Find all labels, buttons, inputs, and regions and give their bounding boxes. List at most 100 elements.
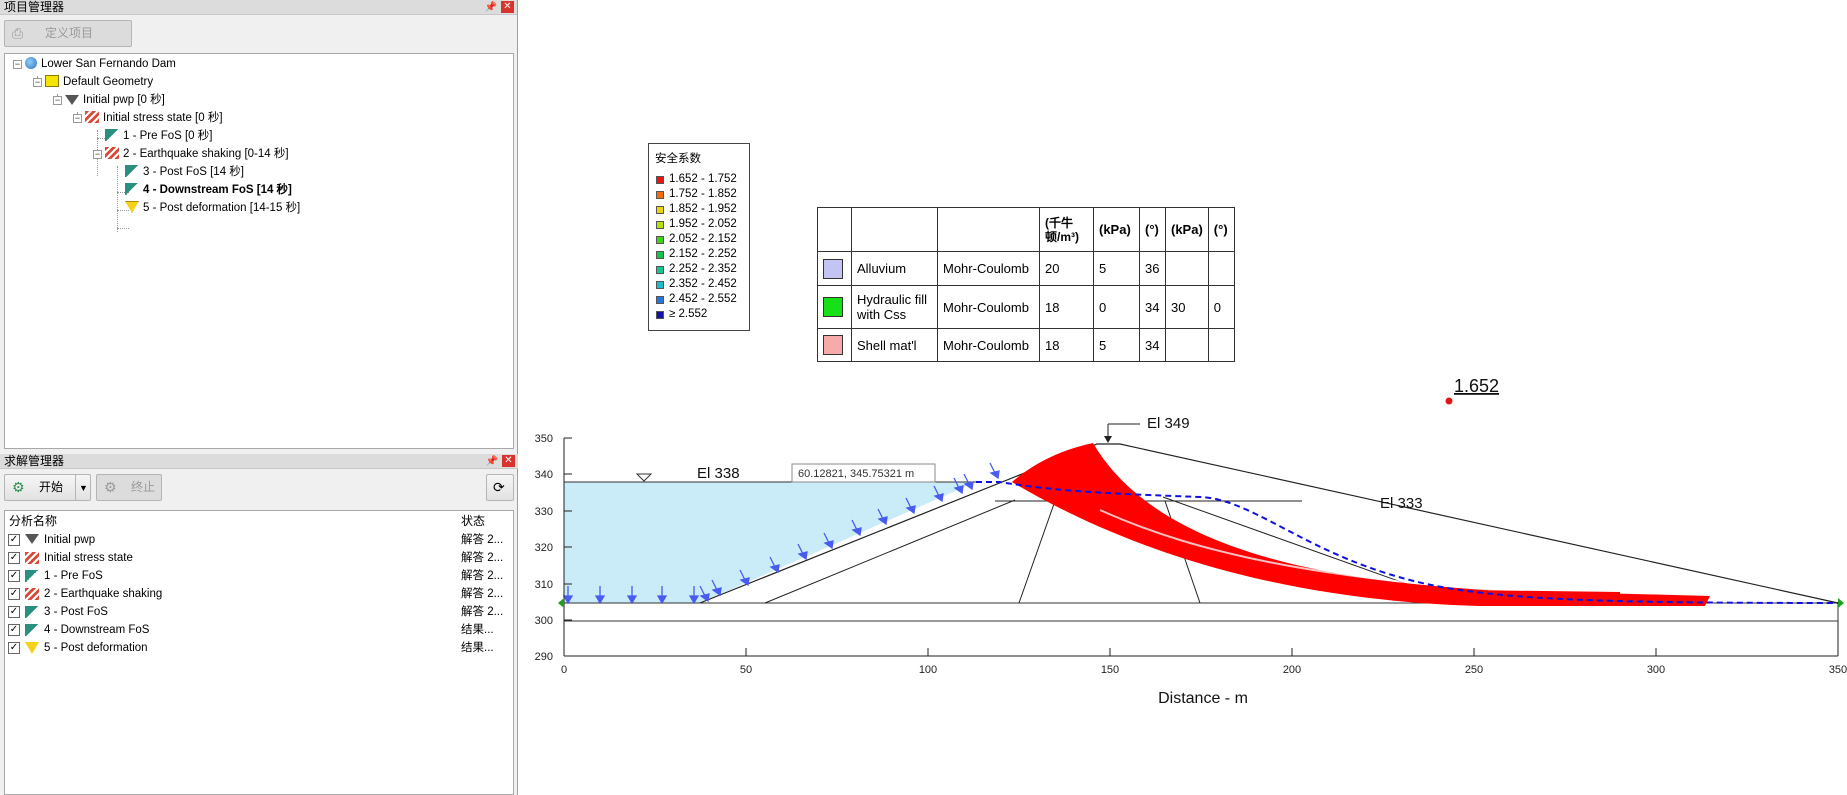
- analysis-row[interactable]: ✓ Initial stress state 解答 2...: [5, 549, 513, 567]
- stop-button[interactable]: ⚙ 终止: [96, 474, 162, 501]
- y-tick-label: 350: [535, 433, 553, 445]
- analysis-name: 3 - Post FoS: [44, 606, 108, 618]
- tree-line: [117, 166, 118, 232]
- reservoir: [564, 482, 976, 603]
- legend-swatch: [656, 251, 664, 259]
- x-tick-label: 50: [740, 664, 752, 676]
- x-tick-label: 250: [1465, 664, 1483, 676]
- tree-item-initial-pwp[interactable]: Initial pwp [0 秒]: [65, 91, 165, 109]
- el-349-arrow: [1104, 436, 1112, 443]
- analysis-status: 解答 2...: [461, 588, 504, 600]
- tree-item-earthquake[interactable]: 2 - Earthquake shaking [0-14 秒]: [105, 145, 289, 163]
- column-header-name[interactable]: 分析名称: [9, 514, 58, 528]
- checkbox[interactable]: ✓: [8, 570, 20, 582]
- collapse-toggle[interactable]: −: [13, 59, 22, 69]
- tree-item-label: 4 - Downstream FoS [14 秒]: [143, 184, 292, 196]
- x-tick-label: 150: [1101, 664, 1119, 676]
- analysis-row[interactable]: ✓ 3 - Post FoS 解答 2...: [5, 603, 513, 621]
- deformation-icon: [25, 642, 39, 654]
- pin-icon[interactable]: 📌: [485, 456, 498, 467]
- project-manager-title-text: 项目管理器: [4, 0, 65, 14]
- fos-legend[interactable]: 安全系数 1.652 - 1.752 1.752 - 1.852 1.852 -…: [648, 143, 750, 331]
- globe-icon: [25, 57, 37, 69]
- legend-item: ≥ 2.552: [655, 307, 743, 322]
- start-dropdown[interactable]: ▼: [75, 474, 91, 501]
- materials-header-row: (千牛顿/m³) (kPa) (°) (kPa) (°): [817, 207, 1235, 252]
- legend-item-label: 2.152 - 2.252: [669, 248, 737, 260]
- legend-item-label: 2.452 - 2.552: [669, 293, 737, 305]
- refresh-button[interactable]: ⟳: [486, 474, 514, 501]
- slope-analysis-icon: [25, 624, 39, 636]
- analysis-name: 5 - Post deformation: [44, 642, 148, 654]
- legend-item: 2.152 - 2.252: [655, 247, 743, 262]
- project-tree: − Lower San Fernando Dam − Default Geome…: [4, 53, 514, 449]
- legend-title: 安全系数: [655, 153, 701, 165]
- fos-value-label[interactable]: 1.652: [1454, 376, 1499, 396]
- tree-item-label: 2 - Earthquake shaking [0-14 秒]: [123, 148, 289, 160]
- analysis-row[interactable]: ✓ 2 - Earthquake shaking 解答 2...: [5, 585, 513, 603]
- analysis-row[interactable]: ✓ 5 - Post deformation 结果...: [5, 639, 513, 657]
- analysis-row[interactable]: ✓ Initial pwp 解答 2...: [5, 531, 513, 549]
- tree-item-post-deformation[interactable]: 5 - Post deformation [14-15 秒]: [125, 199, 300, 217]
- tree-item-label: Default Geometry: [63, 76, 154, 88]
- collapse-toggle[interactable]: −: [33, 77, 42, 87]
- y-tick-label: 340: [535, 469, 553, 481]
- analysis-name: 2 - Earthquake shaking: [44, 588, 163, 600]
- solve-manager-title: 求解管理器 📌 ✕: [0, 454, 518, 469]
- analysis-list-header: 分析名称 状态: [5, 511, 513, 531]
- stop-label: 终止: [131, 480, 156, 494]
- materials-table[interactable]: (千牛顿/m³) (kPa) (°) (kPa) (°) Alluvium Mo…: [817, 207, 1235, 362]
- material-value: 18: [1039, 285, 1094, 329]
- dam-cross-section[interactable]: 350 340 330 320 310 300 290 0 50 100 150…: [522, 0, 1847, 795]
- x-axis-ticks: [745, 648, 1657, 656]
- coordinate-tooltip: [791, 463, 936, 483]
- slip-center-point[interactable]: [1445, 397, 1453, 405]
- header-cell: (kPa): [1093, 207, 1140, 252]
- pin-icon[interactable]: 📌: [484, 2, 497, 13]
- tree-item-initial-stress[interactable]: Initial stress state [0 秒]: [85, 109, 223, 127]
- water-level-marker: [635, 473, 653, 482]
- y-tick-label: 330: [535, 506, 553, 518]
- material-swatch: [823, 258, 843, 279]
- el-338-label: El 338: [697, 465, 740, 482]
- tree-item-label: Lower San Fernando Dam: [41, 58, 176, 70]
- start-button[interactable]: ⚙ 开始: [4, 474, 78, 501]
- stop-icon: ⚙: [104, 479, 117, 495]
- checkbox[interactable]: ✓: [8, 588, 20, 600]
- tree-item-project[interactable]: Lower San Fernando Dam: [25, 55, 176, 73]
- checkbox[interactable]: ✓: [8, 534, 20, 546]
- critical-slip-band: [1012, 443, 1710, 606]
- tree-item-geometry[interactable]: Default Geometry: [45, 73, 153, 91]
- collapse-toggle[interactable]: −: [73, 113, 82, 123]
- slope-analysis-icon: [125, 165, 139, 177]
- x-axis-labels: 0 50 100 150 200 250 300 350: [561, 664, 1847, 676]
- collapse-toggle[interactable]: −: [93, 149, 102, 159]
- analysis-row[interactable]: ✓ 1 - Pre FoS 解答 2...: [5, 567, 513, 585]
- analysis-row[interactable]: ✓ 4 - Downstream FoS 结果...: [5, 621, 513, 639]
- analysis-status: 解答 2...: [461, 606, 504, 618]
- slope-analysis-icon: [125, 183, 139, 195]
- checkbox[interactable]: ✓: [8, 552, 20, 564]
- header-cell: [851, 207, 938, 252]
- project-toolbar: ⎙ 定义项目: [0, 15, 517, 52]
- checkbox[interactable]: ✓: [8, 642, 20, 654]
- define-project-button[interactable]: ⎙ 定义项目: [4, 20, 132, 47]
- refresh-icon: ⟳: [493, 479, 505, 495]
- close-icon[interactable]: ✕: [502, 455, 515, 467]
- coordinate-readout: 60.12821, 345.75321 m: [798, 468, 914, 480]
- column-header-status[interactable]: 状态: [461, 514, 486, 528]
- checkbox[interactable]: ✓: [8, 606, 20, 618]
- tree-item-downstream-fos[interactable]: 4 - Downstream FoS [14 秒]: [125, 181, 292, 199]
- checkbox[interactable]: ✓: [8, 624, 20, 636]
- legend-item-label: 2.052 - 2.152: [669, 233, 737, 245]
- phreatic-line: [976, 481, 1839, 604]
- el-349-label: El 349: [1147, 415, 1190, 432]
- boundary-marker: [558, 598, 564, 608]
- tree-item-post-fos[interactable]: 3 - Post FoS [14 秒]: [125, 163, 244, 181]
- drawing-canvas[interactable]: [522, 0, 1847, 795]
- legend-item: 1.652 - 1.752: [655, 172, 743, 187]
- header-cell: (°): [1139, 207, 1166, 252]
- collapse-toggle[interactable]: −: [53, 95, 62, 105]
- close-icon[interactable]: ✕: [501, 1, 514, 13]
- tree-item-pre-fos[interactable]: 1 - Pre FoS [0 秒]: [105, 127, 212, 145]
